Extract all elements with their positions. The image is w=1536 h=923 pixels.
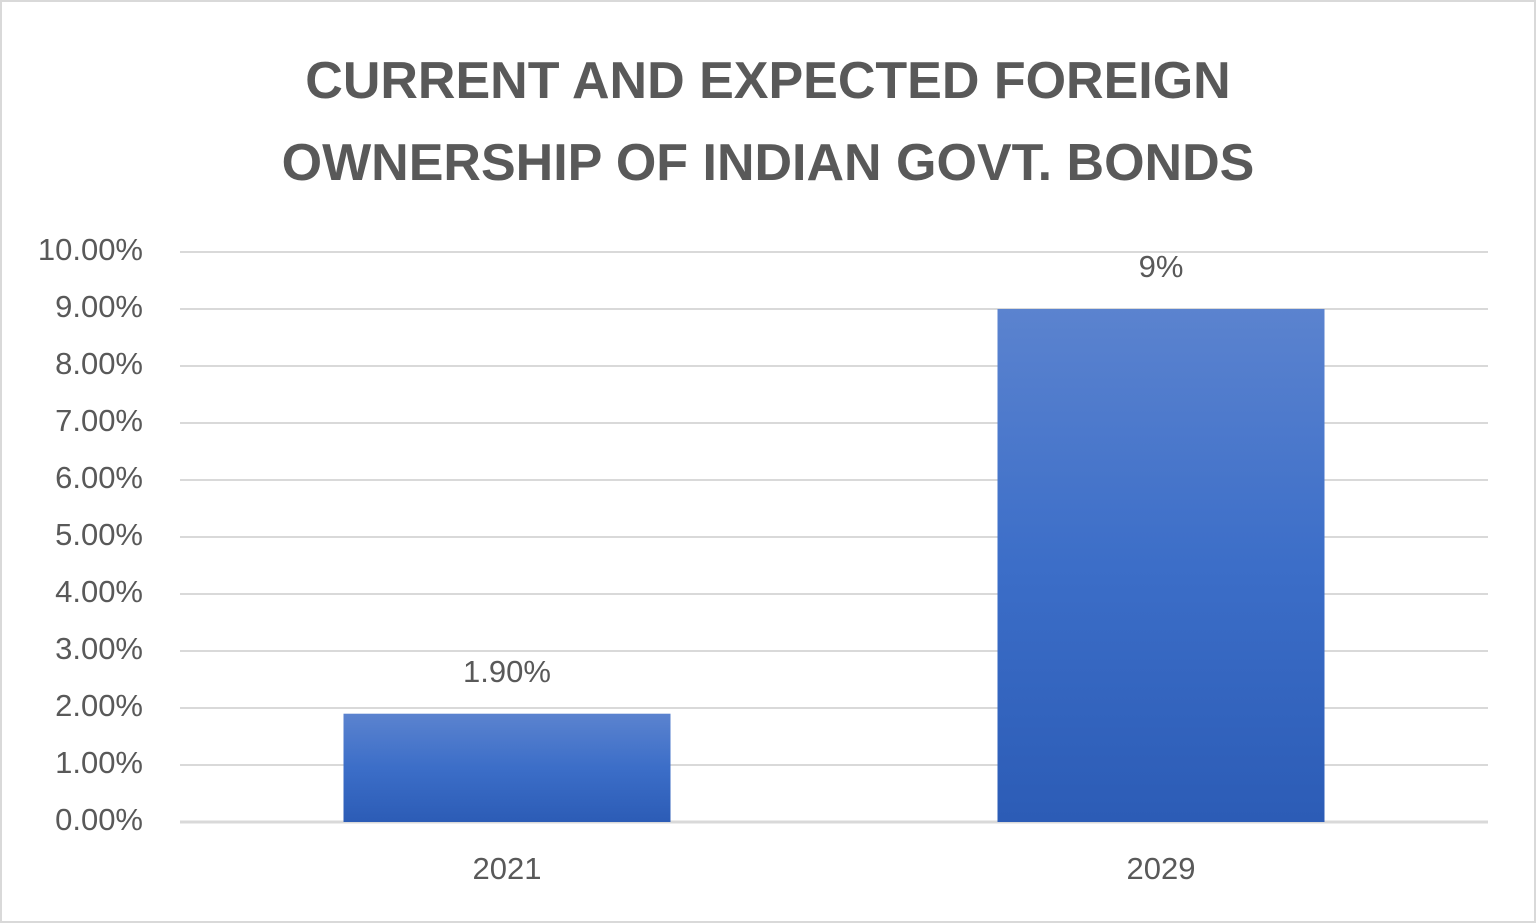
bar	[343, 713, 671, 822]
y-tick-label: 6.00%	[55, 460, 143, 495]
y-tick-label: 2.00%	[55, 688, 143, 723]
x-tick-label: 2029	[1127, 851, 1196, 886]
y-tick-label: 10.00%	[38, 232, 143, 267]
y-tick-label: 9.00%	[55, 289, 143, 324]
y-tick-label: 0.00%	[55, 802, 143, 837]
x-tick-label: 2021	[473, 851, 542, 886]
y-tick-label: 5.00%	[55, 517, 143, 552]
y-tick-label: 1.00%	[55, 745, 143, 780]
y-tick-label: 7.00%	[55, 403, 143, 438]
y-tick-label: 3.00%	[55, 631, 143, 666]
data-label: 9%	[1139, 249, 1184, 284]
bar	[997, 309, 1325, 822]
data-label: 1.90%	[463, 654, 551, 689]
y-tick-label: 8.00%	[55, 346, 143, 381]
chart-title: CURRENT AND EXPECTED FOREIGN OWNERSHIP O…	[281, 52, 1255, 192]
y-tick-label: 4.00%	[55, 574, 143, 609]
